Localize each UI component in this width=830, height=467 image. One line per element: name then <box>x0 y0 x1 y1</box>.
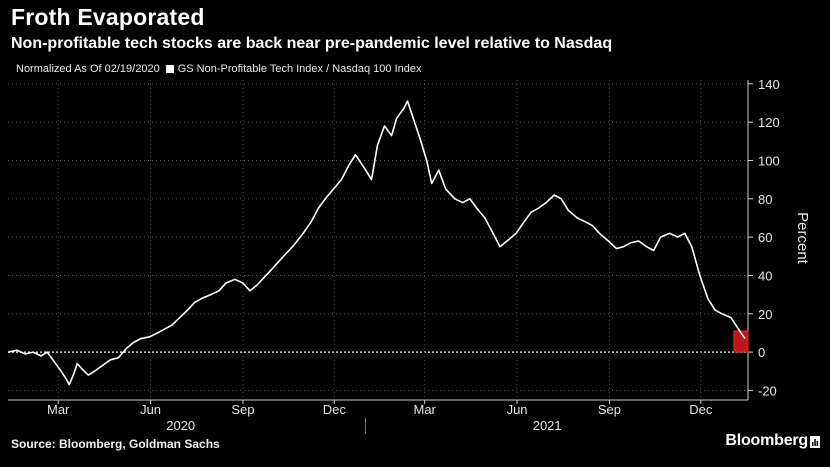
y-tick-label: 100 <box>758 153 780 168</box>
x-tick-label: Dec <box>323 402 347 417</box>
chart-subtitle: Non-profitable tech stocks are back near… <box>11 35 613 52</box>
y-tick-label: 80 <box>758 192 772 207</box>
legend-note: Normalized As Of 02/19/2020 <box>16 63 160 75</box>
bloomberg-logo-icon <box>810 436 820 448</box>
chart-title: Froth Evaporated <box>11 4 205 30</box>
x-tick-label: Mar <box>47 402 70 417</box>
highlight-box <box>733 330 749 353</box>
x-tick-label: Sep <box>231 402 254 417</box>
legend: Normalized As Of 02/19/2020 GS Non-Profi… <box>16 63 421 75</box>
year-label: 2020 <box>166 418 195 433</box>
x-tick-label: Mar <box>413 402 436 417</box>
y-tick-label: 60 <box>758 230 772 245</box>
brand-logo-text: Bloomberg <box>725 432 808 449</box>
grid <box>8 80 748 400</box>
x-tick-label: Jun <box>507 402 528 417</box>
chart-marks <box>7 100 749 386</box>
x-tick-label: Jun <box>140 402 161 417</box>
year-label: 2021 <box>533 418 562 433</box>
axes: 140 120 100 80 60 40 20 0 -20 Mar Jun Sep Dec Mar Jun S… <box>8 77 811 434</box>
x-tick-label: Dec <box>689 402 713 417</box>
y-tick-label: 20 <box>758 307 772 322</box>
legend-swatch <box>165 65 174 73</box>
y-tick-label: 40 <box>758 268 772 283</box>
x-tick-label: Sep <box>598 402 621 417</box>
y-tick-label: 140 <box>758 77 780 92</box>
y-tick-label: 0 <box>758 345 765 360</box>
y-tick-label: -20 <box>758 383 777 398</box>
legend-series-label: GS Non-Profitable Tech Index / Nasdaq 10… <box>177 63 422 75</box>
source-note: Source: Bloomberg, Goldman Sachs <box>11 437 220 451</box>
y-tick-label: 120 <box>758 115 780 130</box>
series-line <box>7 100 746 386</box>
y-axis-title: Percent <box>794 212 811 265</box>
